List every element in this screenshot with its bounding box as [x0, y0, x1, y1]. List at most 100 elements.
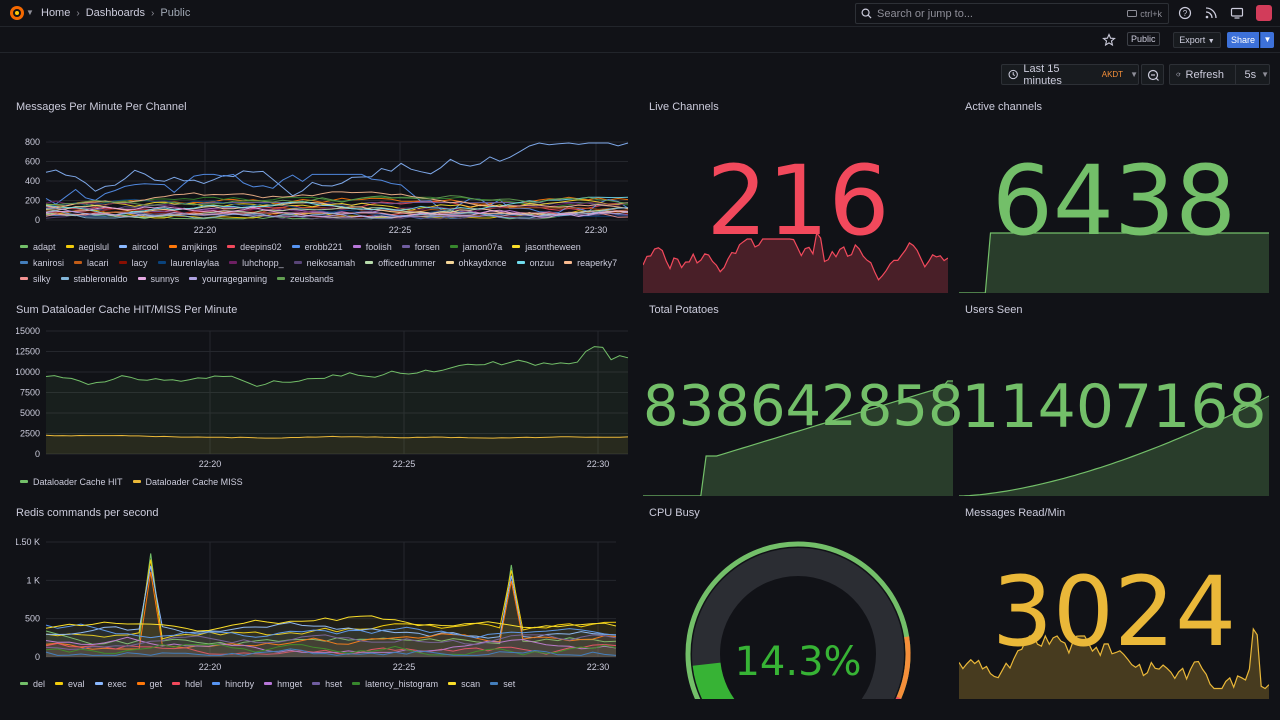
legend-item[interactable]: foolish — [352, 240, 392, 253]
gauge-threshold-red — [895, 696, 902, 699]
legend-item[interactable]: stableronaldo — [60, 272, 128, 285]
legend-item[interactable]: deepins02 — [227, 240, 282, 253]
legend-item[interactable]: del — [20, 677, 45, 690]
legend-item[interactable]: aegislul — [65, 240, 109, 253]
help-icon[interactable]: ? — [1178, 6, 1192, 20]
refresh-interval-picker[interactable]: 5s — [1244, 68, 1257, 81]
legend-swatch — [65, 245, 74, 248]
legend-item[interactable]: jamon07a — [449, 240, 502, 253]
miss-line — [45, 434, 629, 439]
grafana-logo-icon[interactable] — [8, 4, 26, 22]
legend-item[interactable]: hmget — [264, 677, 302, 690]
refresh-button[interactable]: Refresh 5s ▼ — [1169, 64, 1270, 85]
sparkline-area — [959, 396, 1269, 496]
panel-title[interactable]: CPU Busy — [649, 507, 700, 519]
legend-item[interactable]: set — [490, 677, 515, 690]
legend-item[interactable]: hdel — [172, 677, 202, 690]
panel-redis-commands: Redis commands per second 1.50 K 1 K 500 0 2… — [16, 507, 631, 697]
panel-title[interactable]: Messages Per Minute Per Channel — [16, 101, 187, 113]
legend-item[interactable]: erobb221 — [291, 240, 343, 253]
legend-item[interactable]: hset — [312, 677, 342, 690]
breadcrumb-dashboards[interactable]: Dashboards — [85, 7, 146, 19]
panel-title[interactable]: Redis commands per second — [16, 507, 159, 519]
panel-messages-per-minute: Messages Per Minute Per Channel 800 600 40… — [16, 101, 631, 291]
legend-item[interactable]: laurenlaylaa — [157, 256, 219, 269]
legend-item[interactable]: neikosamah — [293, 256, 355, 269]
legend-item[interactable]: silky — [20, 272, 51, 285]
chevron-down-icon[interactable]: ▼ — [26, 8, 34, 17]
time-range-picker[interactable]: Last 15 minutes AKDT ▼ — [1001, 62, 1139, 87]
legend-item[interactable]: hincrby — [212, 677, 254, 690]
legend-item[interactable]: officedrummer — [365, 256, 436, 269]
search-placeholder: Search or jump to... — [877, 7, 973, 20]
y-tick-label: 5000 — [20, 408, 40, 418]
legend-label: forsen — [414, 241, 440, 252]
y-tick-label: 0 — [35, 652, 40, 662]
panel-title[interactable]: Active channels — [965, 101, 1043, 113]
stat-value: 838642858 — [643, 374, 964, 439]
legend-item[interactable]: reaperky7 — [564, 256, 617, 269]
legend-item[interactable]: scan — [448, 677, 480, 690]
legend-item[interactable]: lacy — [118, 256, 148, 269]
sparkline-line — [643, 231, 948, 281]
search-input[interactable]: Search or jump to... ctrl+k — [855, 3, 1169, 24]
legend-item[interactable]: adapt — [20, 240, 56, 253]
chevron-down-icon: ▼ — [1207, 38, 1215, 45]
panel-title[interactable]: Total Potatoes — [649, 304, 719, 316]
legend-item[interactable]: yourragegaming — [189, 272, 267, 285]
avatar[interactable] — [1256, 5, 1272, 21]
legend-label: latency_histogram — [365, 678, 439, 689]
tv-mode-icon[interactable] — [1230, 6, 1244, 20]
panel-title[interactable]: Live Channels — [649, 101, 719, 113]
legend-swatch — [312, 682, 321, 685]
legend-item[interactable]: luhchopp_ — [229, 256, 284, 269]
series-line — [45, 623, 617, 639]
y-tick-label: 0 — [35, 215, 40, 225]
redis-commands-chart[interactable]: 1.50 K 1 K 500 0 22:20 22:25 22:30 — [16, 532, 631, 677]
legend-item[interactable]: amjkings — [168, 240, 217, 253]
legend-swatch — [352, 682, 361, 685]
legend-item[interactable]: sunnys — [137, 272, 179, 285]
panel-title[interactable]: Messages Read/Min — [965, 507, 1066, 519]
legend-item[interactable]: ohkaydxnce — [445, 256, 507, 269]
export-button[interactable]: Export ▼ — [1173, 32, 1221, 48]
legend-item[interactable]: forsen — [401, 240, 440, 253]
legend-item[interactable]: lacari — [74, 256, 109, 269]
legend-swatch — [490, 682, 499, 685]
series-line — [45, 173, 629, 213]
breadcrumb-home[interactable]: Home — [41, 7, 71, 19]
panel-title[interactable]: Users Seen — [965, 304, 1023, 316]
zoom-out-button[interactable] — [1141, 64, 1164, 85]
series-line — [45, 642, 617, 655]
share-dropdown-button[interactable]: ▼ — [1260, 32, 1274, 48]
dataloader-cache-chart[interactable]: 15000 12500 10000 7500 5000 2500 0 22:20 22:25 22… — [16, 326, 631, 476]
legend-item[interactable]: Dataloader Cache HIT — [20, 475, 123, 488]
gauge-fill — [692, 662, 735, 699]
y-tick-label: 10000 — [16, 367, 40, 377]
zoom-out-icon — [1147, 69, 1159, 81]
messages-per-minute-chart[interactable]: 800 600 400 200 0 22:20 22:25 22:30 — [16, 131, 631, 239]
legend-item[interactable]: Dataloader Cache MISS — [132, 475, 243, 488]
legend-item[interactable]: zeusbands — [277, 272, 334, 285]
svg-text:?: ? — [1183, 9, 1188, 18]
legend-label: hset — [325, 678, 343, 689]
legend-item[interactable]: get — [136, 677, 162, 690]
legend-item[interactable]: jasontheween — [512, 240, 581, 253]
share-button[interactable]: Share — [1227, 32, 1259, 48]
legend-item[interactable]: latency_histogram — [352, 677, 438, 690]
legend-swatch — [291, 245, 300, 248]
legend-swatch — [512, 245, 521, 248]
time-range-label: Last 15 minutes — [1023, 62, 1062, 87]
legend-item[interactable]: aircool — [119, 240, 159, 253]
x-tick-label: 22:20 — [199, 662, 222, 672]
legend-item[interactable]: eval — [55, 677, 85, 690]
legend-item[interactable]: onzuu — [516, 256, 554, 269]
legend-item[interactable]: exec — [94, 677, 127, 690]
panel-title[interactable]: Sum Dataloader Cache HIT/MISS Per Minute — [16, 304, 238, 316]
chart-legend: del eval exec get hdel hincrby hmget hset latenc… — [20, 677, 620, 690]
legend-swatch — [20, 261, 28, 264]
star-icon[interactable] — [1102, 33, 1116, 47]
legend-item[interactable]: kanirosi — [20, 256, 64, 269]
legend-swatch — [227, 245, 236, 248]
rss-icon[interactable] — [1204, 6, 1218, 20]
